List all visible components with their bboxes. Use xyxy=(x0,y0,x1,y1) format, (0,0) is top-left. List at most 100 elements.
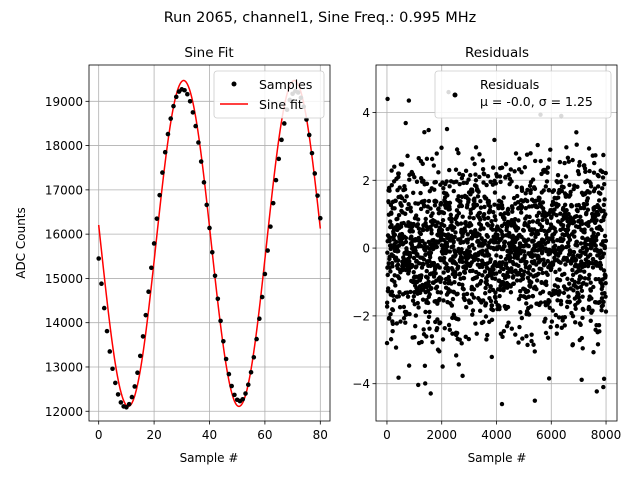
residual-point xyxy=(447,184,452,189)
residual-point xyxy=(517,288,523,294)
residual-point xyxy=(477,232,482,238)
sample-point xyxy=(254,336,259,342)
sine-fit-ticks: 0 20 40 60 80 12000 13000 14000 15000 16000 17000 1… xyxy=(45,95,328,442)
residual-point xyxy=(539,266,544,272)
residual-point xyxy=(596,198,602,203)
residual-point xyxy=(502,239,508,245)
residual-point xyxy=(575,208,580,214)
residual-point xyxy=(397,304,403,310)
residual-point xyxy=(582,269,587,274)
residual-point xyxy=(508,290,514,295)
residual-point xyxy=(539,224,545,229)
legend-residuals-stats: μ = -0.0, σ = 1.25 xyxy=(480,94,593,109)
residual-point xyxy=(394,239,399,245)
residual-point xyxy=(463,219,468,225)
residual-point xyxy=(389,182,394,188)
residual-point xyxy=(453,167,459,172)
residual-point xyxy=(560,318,565,323)
residuals-xtick-label: 8000 xyxy=(591,428,622,442)
residual-point xyxy=(509,250,514,255)
residual-point xyxy=(589,296,594,301)
residual-point xyxy=(545,170,550,175)
residual-point xyxy=(488,284,493,289)
residual-point xyxy=(401,304,407,310)
residual-point xyxy=(403,120,408,126)
residual-point xyxy=(470,268,475,273)
residual-point xyxy=(553,312,559,318)
residual-point xyxy=(594,389,599,394)
residual-point xyxy=(519,315,525,321)
residual-point xyxy=(585,196,590,201)
residual-point xyxy=(538,257,543,263)
residual-point xyxy=(455,264,461,269)
residual-point xyxy=(599,227,604,233)
residual-point xyxy=(584,201,590,207)
residual-point xyxy=(561,290,567,296)
sine-fit-frame xyxy=(88,64,331,422)
residual-point xyxy=(524,301,529,306)
residual-point xyxy=(596,173,601,179)
sample-point xyxy=(124,404,129,410)
residual-point xyxy=(593,153,598,158)
residuals-ytick-label: 4 xyxy=(362,106,370,120)
residual-point xyxy=(422,198,427,204)
residual-point xyxy=(454,147,460,152)
residual-point xyxy=(453,249,458,255)
residual-point xyxy=(517,324,522,330)
residuals-ytick-label: 2 xyxy=(362,174,370,188)
residual-point xyxy=(532,248,537,253)
residual-point xyxy=(603,309,609,314)
residual-point xyxy=(493,217,498,223)
residual-point xyxy=(531,342,536,347)
residual-point xyxy=(602,291,607,296)
residual-point xyxy=(425,209,430,215)
sample-point xyxy=(101,305,107,311)
residual-point xyxy=(439,276,444,282)
residual-point xyxy=(414,264,419,269)
residuals-ytick-label: −2 xyxy=(352,309,370,323)
residual-point xyxy=(387,219,393,224)
residual-point xyxy=(497,174,503,179)
residual-point xyxy=(451,188,456,194)
residual-point xyxy=(446,274,451,280)
residual-point xyxy=(441,186,446,191)
residual-point xyxy=(420,161,425,167)
residual-point xyxy=(395,258,401,263)
residual-point xyxy=(579,288,585,294)
residual-point xyxy=(587,190,592,195)
residual-point xyxy=(591,170,597,175)
residual-point xyxy=(396,174,401,180)
residual-point xyxy=(545,258,551,264)
residual-point xyxy=(482,171,487,177)
residual-point xyxy=(412,335,417,340)
residual-point xyxy=(513,151,519,156)
residual-point xyxy=(421,204,427,209)
residual-point xyxy=(387,188,392,193)
residual-point xyxy=(592,186,598,191)
residual-point xyxy=(397,185,402,190)
residual-point xyxy=(450,296,456,302)
residual-point xyxy=(562,323,567,328)
residual-point xyxy=(562,271,567,277)
residual-point xyxy=(506,172,511,178)
residual-point xyxy=(524,259,529,265)
residual-point xyxy=(573,306,578,311)
residual-point xyxy=(529,332,534,337)
sine-fit-ytick-label: 16000 xyxy=(45,228,83,242)
residual-point xyxy=(601,251,607,256)
residual-point xyxy=(414,179,420,184)
residual-point xyxy=(392,279,397,284)
residual-point xyxy=(388,269,393,274)
residual-point xyxy=(407,177,412,182)
residual-point xyxy=(600,303,606,308)
residual-point xyxy=(429,227,434,233)
sample-point xyxy=(118,400,124,405)
residual-point xyxy=(459,203,465,209)
residual-point xyxy=(492,202,497,207)
residuals-legend-box xyxy=(434,70,612,119)
residual-point xyxy=(549,214,554,219)
residual-point xyxy=(393,283,398,288)
residual-point xyxy=(526,312,532,317)
residual-point xyxy=(570,272,576,277)
residual-point xyxy=(567,281,572,286)
